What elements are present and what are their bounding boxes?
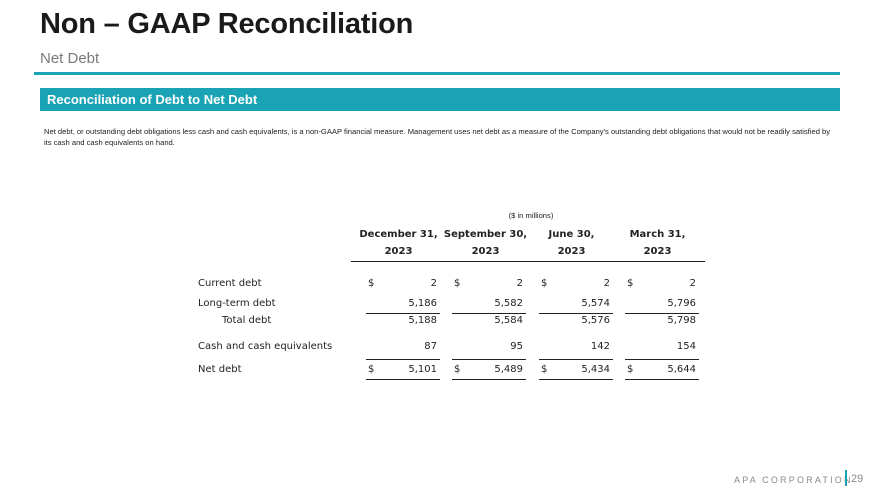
table-cell: 154: [625, 341, 699, 355]
page-subtitle: Net Debt: [40, 50, 100, 67]
page-number: 29: [851, 473, 864, 485]
currency-symbol: $: [368, 364, 375, 375]
column-header-year: 2023: [438, 243, 533, 262]
total-double-underline: [625, 379, 699, 380]
column-header-period: June 30,: [548, 229, 595, 240]
title-divider: [34, 72, 840, 75]
footer-brand: APA CORPORATION: [734, 475, 853, 485]
cell-value: 5,796: [667, 298, 696, 309]
table-cell: 142: [539, 341, 613, 355]
table-cell: 5,582: [452, 298, 526, 312]
table-cell: 5,796: [625, 298, 699, 312]
row-label-net-debt: Net debt: [198, 364, 242, 375]
subtotal-underline: [625, 313, 699, 314]
cell-value: 5,574: [581, 298, 610, 309]
cell-value: 2: [516, 278, 523, 289]
currency-symbol: $: [627, 364, 634, 375]
column-header-sep: September 30, 2023: [438, 226, 533, 262]
currency-symbol: $: [541, 278, 548, 289]
subtotal-underline: [539, 359, 613, 360]
column-header-period: September 30,: [443, 229, 528, 240]
cell-value: 5,489: [494, 364, 523, 375]
cell-value: 5,582: [494, 298, 523, 309]
footer-divider: [845, 470, 847, 486]
page-title: Non – GAAP Reconciliation: [40, 8, 414, 40]
table-units-note: ($ in millions): [508, 211, 554, 220]
row-label-long-term-debt: Long-term debt: [198, 298, 276, 309]
currency-symbol: $: [368, 278, 375, 289]
section-description: Net debt, or outstanding debt obligation…: [44, 127, 831, 147]
row-label-cash: Cash and cash equivalents: [198, 341, 333, 352]
column-header-jun: June 30, 2023: [524, 226, 619, 262]
cell-value: 2: [689, 278, 696, 289]
column-header-mar: March 31, 2023: [610, 226, 705, 262]
table-cell: 5,574: [539, 298, 613, 312]
table-cell: 5,186: [366, 298, 440, 312]
cell-value: 95: [510, 341, 523, 352]
total-double-underline: [539, 379, 613, 380]
total-double-underline: [366, 379, 440, 380]
cell-value: 5,188: [408, 315, 437, 326]
column-header-year: 2023: [524, 243, 619, 262]
table-cell: $5,644: [625, 364, 699, 378]
row-label-current-debt: Current debt: [198, 278, 262, 289]
cell-value: 5,644: [667, 364, 696, 375]
table-cell: 5,798: [625, 315, 699, 329]
cell-value: 154: [676, 341, 696, 352]
table-cell: $5,489: [452, 364, 526, 378]
subtotal-underline: [452, 313, 526, 314]
cell-value: 2: [603, 278, 610, 289]
table-cell: $2: [366, 278, 440, 292]
subtotal-underline: [539, 313, 613, 314]
table-cell: 87: [366, 341, 440, 355]
section-banner-title: Reconciliation of Debt to Net Debt: [47, 92, 258, 107]
cell-value: 5,101: [408, 364, 437, 375]
column-header-dec: December 31, 2023: [351, 226, 446, 262]
cell-value: 2: [430, 278, 437, 289]
subtotal-underline: [452, 359, 526, 360]
table-cell: 5,188: [366, 315, 440, 329]
table-cell: $5,101: [366, 364, 440, 378]
row-label-total-debt: Total debt: [222, 315, 272, 326]
cell-value: 5,798: [667, 315, 696, 326]
table-cell: $2: [539, 278, 613, 292]
subtotal-underline: [625, 359, 699, 360]
column-header-period: March 31,: [629, 229, 686, 240]
currency-symbol: $: [454, 278, 461, 289]
section-banner: Reconciliation of Debt to Net Debt: [40, 88, 840, 111]
cell-value: 5,576: [581, 315, 610, 326]
column-header-year: 2023: [610, 243, 705, 262]
subtotal-underline: [366, 359, 440, 360]
column-header-year: 2023: [351, 243, 446, 262]
subtotal-underline: [366, 313, 440, 314]
currency-symbol: $: [627, 278, 634, 289]
cell-value: 142: [590, 341, 610, 352]
table-cell: $2: [625, 278, 699, 292]
total-double-underline: [452, 379, 526, 380]
column-header-period: December 31,: [359, 229, 438, 240]
currency-symbol: $: [454, 364, 461, 375]
cell-value: 5,186: [408, 298, 437, 309]
currency-symbol: $: [541, 364, 548, 375]
table-cell: 5,584: [452, 315, 526, 329]
table-cell: $5,434: [539, 364, 613, 378]
table-cell: 5,576: [539, 315, 613, 329]
cell-value: 5,584: [494, 315, 523, 326]
table-cell: 95: [452, 341, 526, 355]
cell-value: 5,434: [581, 364, 610, 375]
table-cell: $2: [452, 278, 526, 292]
cell-value: 87: [424, 341, 437, 352]
